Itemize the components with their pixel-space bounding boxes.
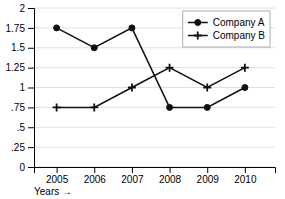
y-tick-mark (28, 127, 34, 128)
legend-item: Company A (188, 17, 265, 28)
y-tick-mark (28, 68, 34, 69)
legend-item: Company B (188, 30, 266, 41)
x-tick-mark (132, 167, 133, 173)
x-tick: 2005 (46, 167, 69, 185)
grid-line (34, 67, 275, 68)
y-axis-line (28, 9, 35, 168)
grid-line (34, 147, 275, 148)
x-tick: 2008 (159, 167, 182, 185)
chart: 2005 2006 2007 2008 2009 2010 0 .25 .5 .75 1 1.25 1.… (0, 0, 285, 199)
point-group (91, 45, 97, 51)
x-tick-mark (94, 167, 95, 173)
point-group (241, 64, 249, 72)
x-tick: 2007 (121, 167, 144, 185)
point-group (203, 84, 211, 92)
series-line (57, 68, 245, 108)
y-tick-label: 1.5 (11, 42, 25, 53)
legend-marker (195, 20, 201, 26)
grid-line (34, 127, 275, 128)
y-tick-mark (28, 167, 34, 168)
x-tick-label: 2005 (46, 174, 69, 185)
y-axis: 0 .25 .5 .75 1 1.25 1.5 1.75 2 (6, 3, 35, 173)
point (167, 104, 173, 110)
x-tick-label: 2008 (159, 174, 182, 185)
point-group (129, 25, 135, 31)
point (128, 84, 136, 92)
x-tick-label: 2007 (121, 174, 144, 185)
y-tick-label: 0 (19, 162, 25, 173)
x-tick: 2009 (197, 167, 220, 185)
point (203, 84, 211, 92)
y-tick-label: .5 (17, 122, 26, 133)
y-tick: 1 (19, 82, 34, 93)
legend-marker (194, 32, 202, 40)
point (54, 25, 60, 31)
legend-box (183, 11, 270, 47)
y-tick-label: 1.25 (6, 62, 26, 73)
point (90, 103, 98, 111)
point (242, 85, 248, 91)
y-tick: 1.5 (11, 42, 34, 53)
grid-line (34, 47, 275, 48)
point-group (242, 85, 248, 91)
y-tick-label: 1 (19, 82, 25, 93)
x-axis: 2005 2006 2007 2008 2009 2010 (35, 167, 276, 185)
legend-label: Company B (213, 30, 266, 41)
legend: Company A Company B (183, 11, 270, 47)
x-axis-line (35, 168, 276, 174)
y-tick: 1.25 (6, 62, 34, 73)
legend-marker-group (195, 20, 201, 26)
x-tick: 2010 (234, 167, 257, 185)
y-tick: .25 (11, 142, 34, 153)
point-group (166, 64, 174, 72)
point-group (128, 84, 136, 92)
y-tick-label: 1.75 (6, 23, 26, 34)
y-tick-mark (28, 8, 34, 9)
y-tick-mark (28, 147, 34, 148)
y-tick: 1.75 (6, 23, 34, 34)
point (241, 64, 249, 72)
legend-marker-group (194, 32, 202, 40)
y-tick: 2 (19, 3, 34, 14)
x-tick: 2006 (84, 167, 107, 185)
point-group (54, 25, 60, 31)
y-tick-label: .75 (11, 102, 25, 113)
y-tick: .5 (17, 122, 34, 133)
y-tick-mark (28, 48, 34, 49)
y-tick-mark (28, 28, 34, 29)
y-tick-label: 2 (19, 3, 25, 14)
point-group (167, 104, 173, 110)
y-tick: 0 (19, 162, 34, 173)
y-tick-mark (28, 88, 34, 89)
x-tick-mark (245, 167, 246, 173)
x-tick-mark (170, 167, 171, 173)
x-axis-label: Years → (34, 186, 72, 197)
grid (34, 8, 275, 167)
point (53, 103, 61, 111)
point-group (53, 103, 61, 111)
point (91, 45, 97, 51)
point (129, 25, 135, 31)
x-tick-mark (57, 167, 58, 173)
grid-line (34, 8, 275, 9)
point (166, 64, 174, 72)
y-tick-label: .25 (11, 142, 25, 153)
point-group (204, 104, 210, 110)
y-tick: .75 (11, 102, 34, 113)
y-tick-mark (28, 107, 34, 108)
x-tick-label: 2006 (84, 174, 107, 185)
point-group (90, 103, 98, 111)
x-tick-label: 2010 (234, 174, 257, 185)
point (204, 104, 210, 110)
legend-label: Company A (213, 17, 265, 28)
x-tick-mark (207, 167, 208, 173)
grid-line (34, 87, 275, 88)
x-tick-label: 2009 (197, 174, 220, 185)
